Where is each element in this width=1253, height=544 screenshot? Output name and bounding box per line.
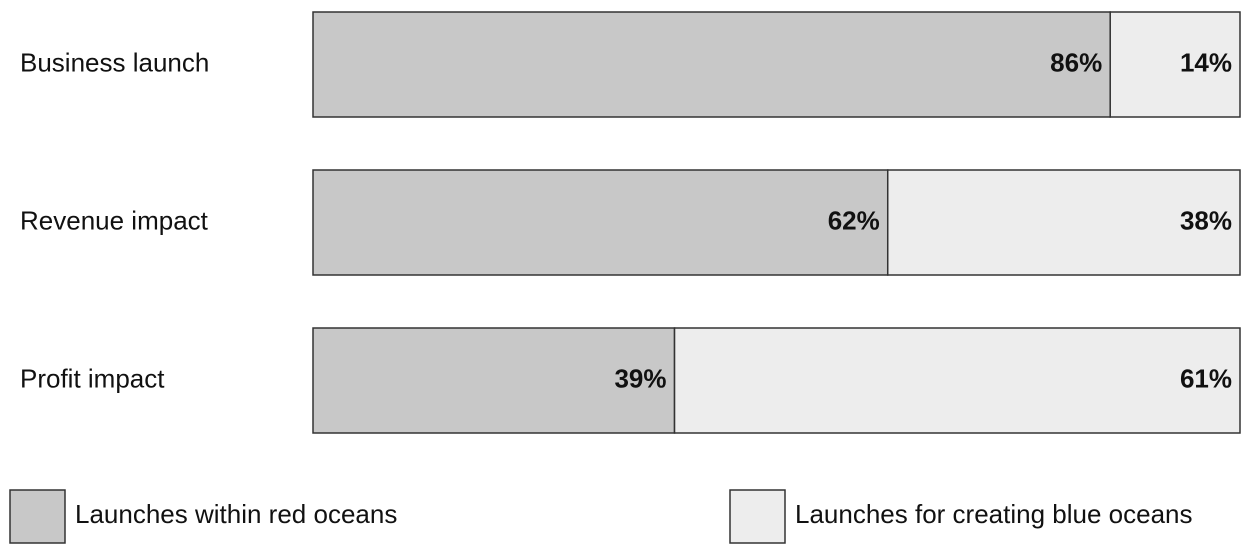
bar-segment xyxy=(886,169,1241,276)
value-label: 61% xyxy=(1180,363,1232,393)
value-label: 39% xyxy=(614,363,666,393)
category-label: Business launch xyxy=(20,47,209,77)
bar-segment xyxy=(312,169,889,276)
value-label: 14% xyxy=(1180,47,1232,77)
value-label: 62% xyxy=(828,205,880,235)
bar-segment xyxy=(312,11,1111,118)
legend-label: Launches for creating blue oceans xyxy=(795,499,1193,529)
category-label: Revenue impact xyxy=(20,205,209,235)
legend-swatch xyxy=(9,489,66,544)
value-label: 38% xyxy=(1180,205,1232,235)
legend-label: Launches within red oceans xyxy=(75,499,397,529)
bar-segment xyxy=(673,327,1241,434)
category-label: Profit impact xyxy=(20,363,165,393)
bar-segment xyxy=(312,327,676,434)
legend-swatch xyxy=(729,489,786,544)
bar-segment xyxy=(1109,11,1241,118)
value-label: 86% xyxy=(1050,47,1102,77)
